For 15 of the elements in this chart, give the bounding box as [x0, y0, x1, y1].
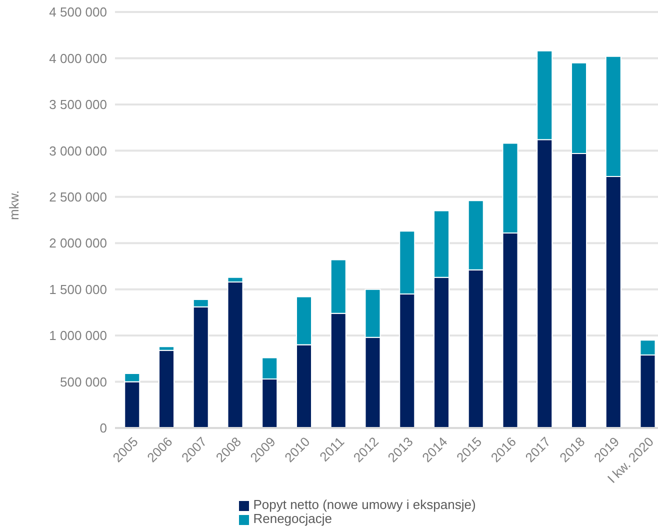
y-tick-label: 2 500 000: [49, 190, 107, 205]
y-tick-label: 3 500 000: [49, 97, 107, 112]
legend-label: Popyt netto (nowe umowy i ekspansje): [253, 497, 476, 512]
y-tick-label: 4 000 000: [49, 50, 107, 66]
bar: [227, 281, 244, 428]
y-tick-label: 1 000 000: [49, 328, 107, 344]
y-tick-label: 2 000 000: [49, 236, 107, 251]
y-tick-label: 4 500 000: [49, 4, 107, 20]
y-tick-label: 3 000 000: [49, 143, 107, 158]
y-tick-label: 500 000: [60, 374, 107, 390]
bar: [158, 350, 174, 428]
legend-label: Renegocjacje: [253, 511, 332, 526]
y-tick-label: 0: [100, 420, 107, 436]
y-axis-title: mkw.: [6, 190, 22, 220]
y-tick-label: 1 500 000: [49, 282, 107, 297]
